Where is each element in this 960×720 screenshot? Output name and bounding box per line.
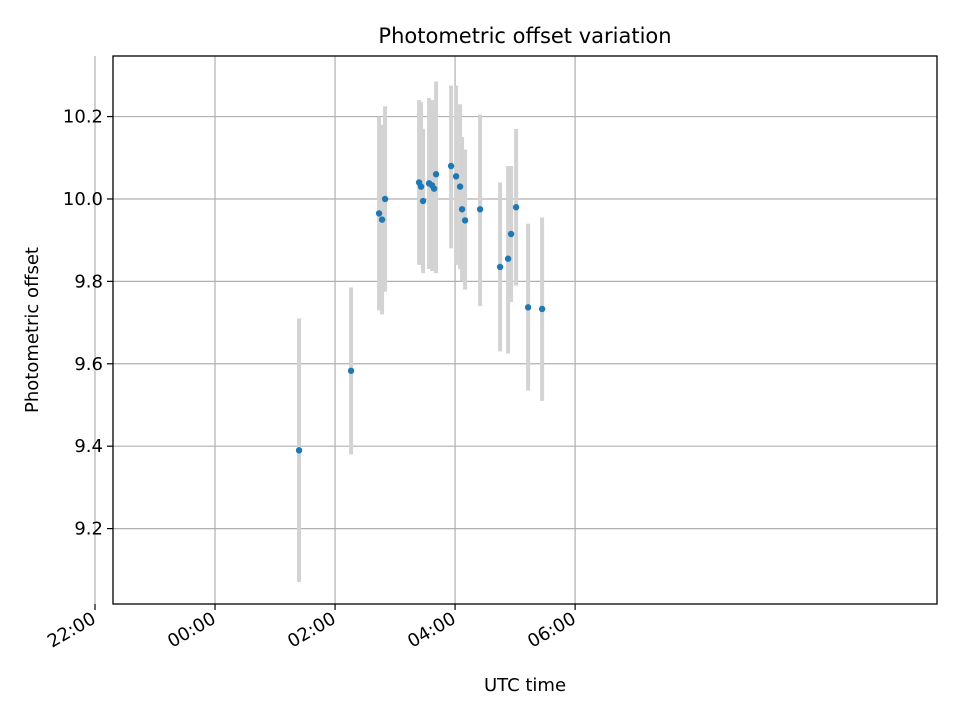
data-point: [461, 217, 469, 224]
y-tick-label: 10.2: [63, 107, 103, 128]
data-point: [452, 173, 460, 180]
y-tick-label: 9.4: [74, 436, 103, 457]
data-point: [524, 304, 532, 311]
y-tick-label: 10.0: [63, 189, 103, 210]
data-point: [432, 171, 440, 178]
data-point: [447, 162, 455, 170]
data-point: [458, 206, 466, 213]
data-point: [381, 195, 389, 203]
data-point: [295, 447, 303, 454]
data-point: [512, 204, 520, 211]
x-axis-label: UTC time: [484, 675, 566, 696]
y-axis-ticks: 9.2 9.4 9.6 9.8 10.0 10.2: [63, 107, 113, 540]
y-tick-label: 9.8: [74, 271, 103, 292]
y-tick-label: 9.6: [74, 354, 103, 375]
error-bars: [297, 81, 545, 583]
data-point: [496, 263, 504, 271]
plot-frame: [112, 55, 938, 605]
chart-title: Photometric offset variation: [378, 24, 671, 48]
x-tick-label: 22:00: [44, 608, 99, 652]
data-point: [419, 197, 427, 205]
data-point: [504, 255, 512, 262]
data-point: [507, 230, 515, 238]
grid: [94, 56, 937, 604]
data-points: [295, 162, 546, 454]
data-point: [476, 206, 484, 213]
data-point: [417, 183, 425, 190]
x-tick-label: 04:00: [404, 608, 459, 652]
data-point: [347, 367, 355, 374]
data-point: [375, 210, 383, 217]
data-point: [456, 183, 464, 190]
y-tick-label: 9.2: [74, 519, 103, 540]
y-axis-label: Photometric offset: [22, 247, 43, 413]
data-point: [378, 216, 386, 223]
x-tick-label: 00:00: [164, 608, 219, 652]
data-point: [430, 185, 438, 192]
data-point: [538, 305, 546, 313]
x-tick-label: 06:00: [524, 608, 579, 652]
x-tick-label: 02:00: [284, 608, 339, 652]
